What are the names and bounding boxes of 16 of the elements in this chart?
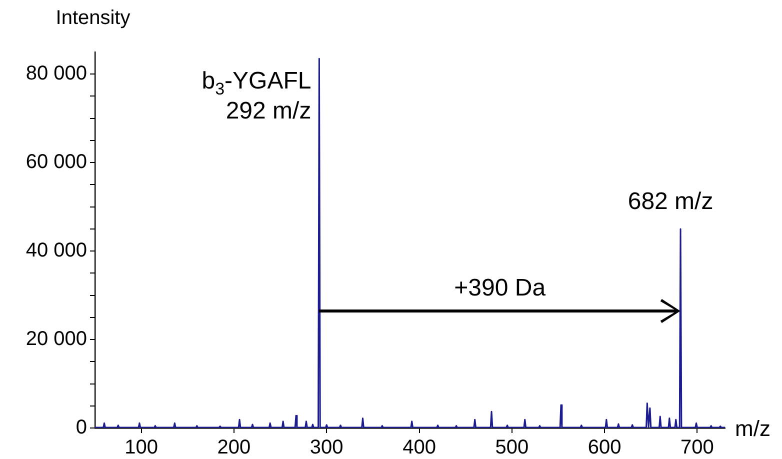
x-tick-label: 300: [310, 436, 344, 459]
y-tick-label: 0: [76, 416, 87, 439]
x-tick-label: 600: [588, 436, 622, 459]
x-tick-label: 100: [124, 436, 158, 459]
x-tick-label: 400: [402, 436, 436, 459]
y-tick-label: 40 000: [26, 240, 87, 262]
y-tick-label: 80 000: [26, 62, 87, 85]
x-tick-label: 500: [495, 436, 529, 459]
annotation: 682 m/z: [628, 188, 714, 215]
y-tick-label: 20 000: [26, 328, 87, 350]
x-tick-label: 200: [217, 436, 251, 459]
y-tick-label: 60 000: [26, 151, 87, 174]
y-axis-title: Intensity: [56, 7, 130, 29]
annotation: +390 Da: [454, 274, 546, 302]
x-axis-title: m/z: [735, 416, 770, 441]
x-tick-label: 700: [680, 436, 714, 459]
